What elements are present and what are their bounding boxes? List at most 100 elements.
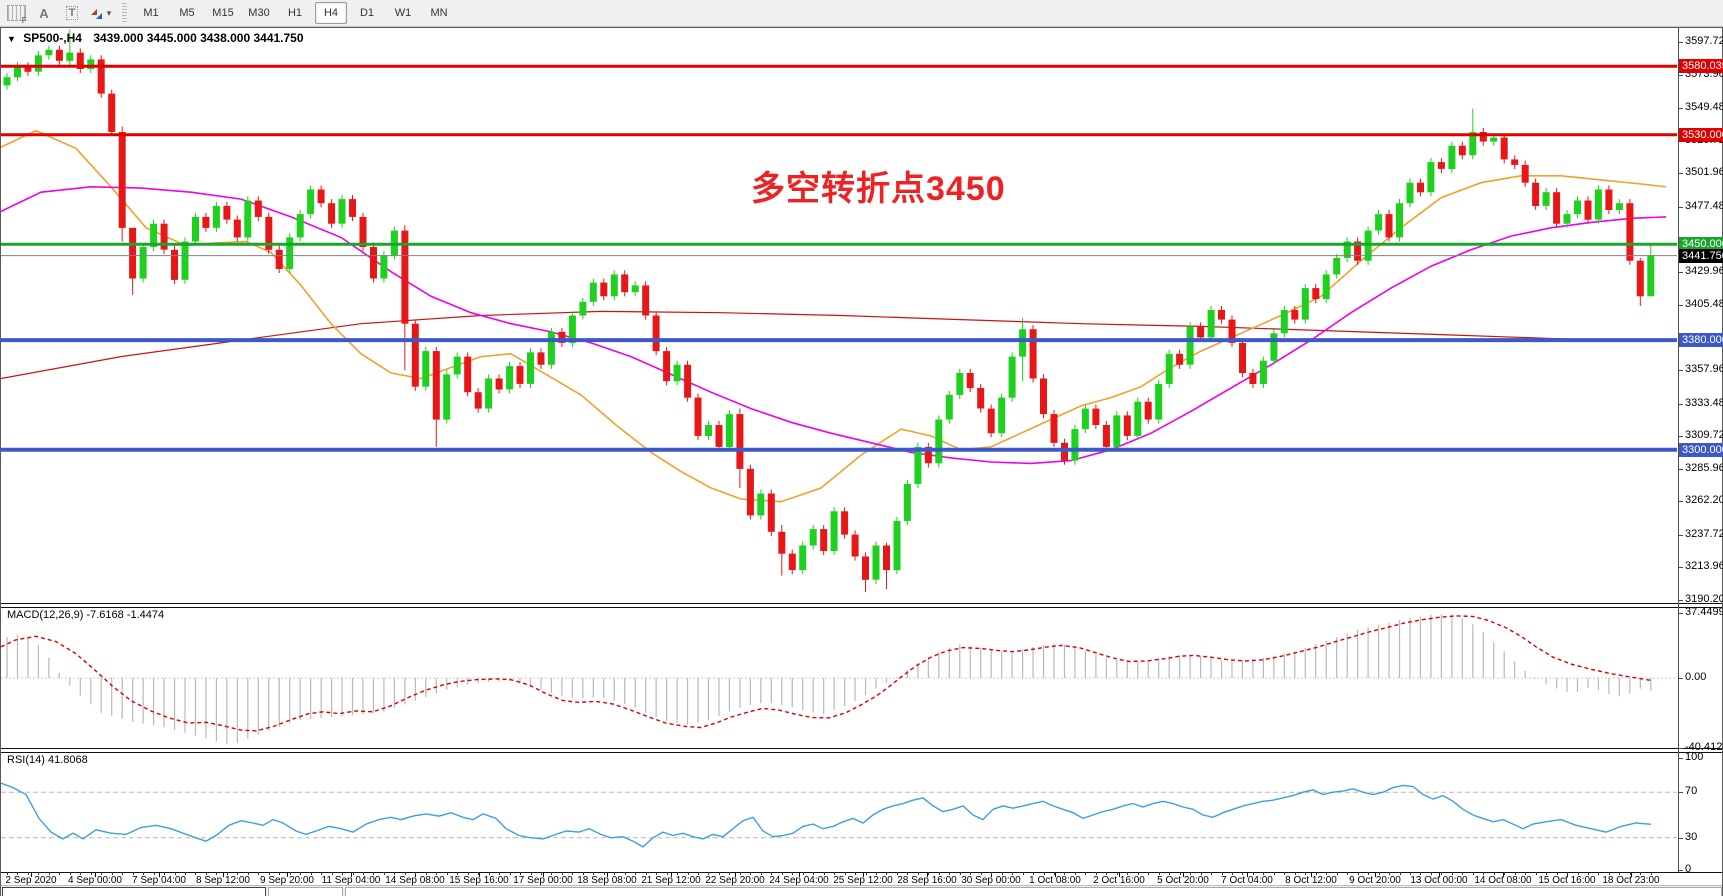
price-badge: 3450.000 <box>1679 237 1723 252</box>
chart-tab-area[interactable] <box>345 887 1722 896</box>
candle <box>1186 326 1194 365</box>
time-minor-tick <box>1504 872 1505 875</box>
time-minor-tick <box>541 872 542 875</box>
time-minor-tick <box>1274 872 1275 875</box>
timeframe-button-h4[interactable]: H4 <box>315 2 347 24</box>
candle <box>893 520 901 571</box>
time-minor-tick <box>405 872 406 875</box>
time-minor-tick <box>897 872 898 875</box>
rsi-panel[interactable] <box>1 752 1678 872</box>
time-minor-tick <box>143 872 144 875</box>
text-label-tool-icon[interactable]: A <box>32 3 56 23</box>
time-minor-tick <box>300 872 301 875</box>
time-label: 17 Sep 00:00 <box>513 875 573 886</box>
time-label: 8 Oct 12:00 <box>1285 875 1337 886</box>
candle <box>966 373 974 389</box>
candle <box>1102 425 1110 447</box>
time-axis[interactable] <box>1 872 1722 886</box>
time-label: 9 Oct 20:00 <box>1349 875 1401 886</box>
candle <box>1144 401 1152 420</box>
candle <box>328 203 336 224</box>
time-minor-tick <box>604 872 605 875</box>
timeframe-button-m30[interactable]: M30 <box>248 7 270 19</box>
time-minor-tick <box>384 872 385 875</box>
time-minor-tick <box>520 872 521 875</box>
candle <box>673 364 681 382</box>
time-minor-tick <box>1567 872 1568 875</box>
time-minor-tick <box>1410 872 1411 875</box>
main-price-chart[interactable] <box>1 28 1678 603</box>
toolbar-separator[interactable] <box>122 3 127 23</box>
time-minor-tick <box>572 872 573 875</box>
candle <box>1437 162 1445 169</box>
axis-tick-label: 3237.720 <box>1685 527 1723 540</box>
text-box-tool-icon[interactable]: T <box>60 3 84 23</box>
time-minor-tick <box>719 872 720 875</box>
candle <box>998 397 1006 434</box>
candle <box>108 93 116 132</box>
candle <box>1071 429 1079 461</box>
candle <box>1521 164 1529 183</box>
chart-frame[interactable]: ▼ SP500-,H4 3439.000 3445.000 3438.000 3… <box>0 27 1723 896</box>
panel-divider[interactable] <box>1 603 1722 608</box>
candle <box>1249 373 1257 384</box>
time-minor-tick <box>175 872 176 875</box>
arrows-tool-icon[interactable]: ▾ <box>88 3 112 23</box>
timeframe-button-mn[interactable]: MN <box>430 7 448 19</box>
axis-tick-label: 37.4499 <box>1685 606 1723 618</box>
time-major-tick <box>671 872 672 877</box>
candle <box>171 249 178 280</box>
time-minor-tick <box>1106 872 1107 875</box>
time-label: 24 Sep 04:00 <box>769 875 829 886</box>
candle <box>14 66 21 78</box>
chart-tab-active[interactable] <box>2 887 266 896</box>
time-minor-tick <box>750 872 751 875</box>
axis-tick <box>1678 468 1683 470</box>
time-minor-tick <box>1525 872 1526 875</box>
axis-tick-label: 3285.960 <box>1685 461 1723 474</box>
macd-panel[interactable] <box>1 607 1678 748</box>
time-major-tick <box>1631 872 1632 877</box>
chart-tab[interactable] <box>268 887 343 896</box>
time-minor-tick <box>562 872 563 875</box>
candle <box>715 425 723 447</box>
time-minor-tick <box>918 872 919 875</box>
candle <box>527 352 534 384</box>
chart-grid-tool-icon[interactable]: F <box>4 3 28 25</box>
timeframe-button-m1[interactable]: M1 <box>143 7 159 19</box>
panel-divider[interactable] <box>1 748 1722 753</box>
time-minor-tick <box>1420 872 1421 875</box>
timeframe-button-h1[interactable]: H1 <box>287 7 303 19</box>
time-minor-tick <box>49 872 50 875</box>
candle <box>380 255 388 279</box>
candle <box>254 200 262 217</box>
candle <box>233 219 241 238</box>
candle <box>1385 214 1393 238</box>
candle <box>1081 408 1089 430</box>
candle <box>862 556 869 580</box>
axis-tick-label: -40.4125 <box>1685 741 1723 754</box>
time-minor-tick <box>1546 872 1547 875</box>
candle <box>1008 356 1016 398</box>
candle <box>537 352 545 365</box>
time-minor-tick <box>981 872 982 875</box>
time-minor-tick <box>1023 872 1024 875</box>
time-minor-tick <box>1305 872 1306 875</box>
dropdown-caret-icon[interactable]: ▾ <box>106 7 112 18</box>
time-minor-tick <box>960 872 961 875</box>
time-minor-tick <box>164 872 165 875</box>
time-minor-tick <box>1578 872 1579 875</box>
candle <box>1343 241 1351 258</box>
time-minor-tick <box>803 872 804 875</box>
axis-tick <box>1678 271 1683 273</box>
collapse-triangle-icon[interactable]: ▼ <box>7 34 16 44</box>
candle <box>631 285 639 293</box>
time-minor-tick <box>415 872 416 875</box>
candle <box>914 446 922 484</box>
timeframe-button-m15[interactable]: M15 <box>212 7 234 19</box>
time-minor-tick <box>216 872 217 875</box>
timeframe-button-m5[interactable]: M5 <box>179 7 195 19</box>
timeframe-button-w1[interactable]: W1 <box>394 7 412 19</box>
candle <box>1312 288 1320 300</box>
timeframe-button-d1[interactable]: D1 <box>359 7 375 19</box>
